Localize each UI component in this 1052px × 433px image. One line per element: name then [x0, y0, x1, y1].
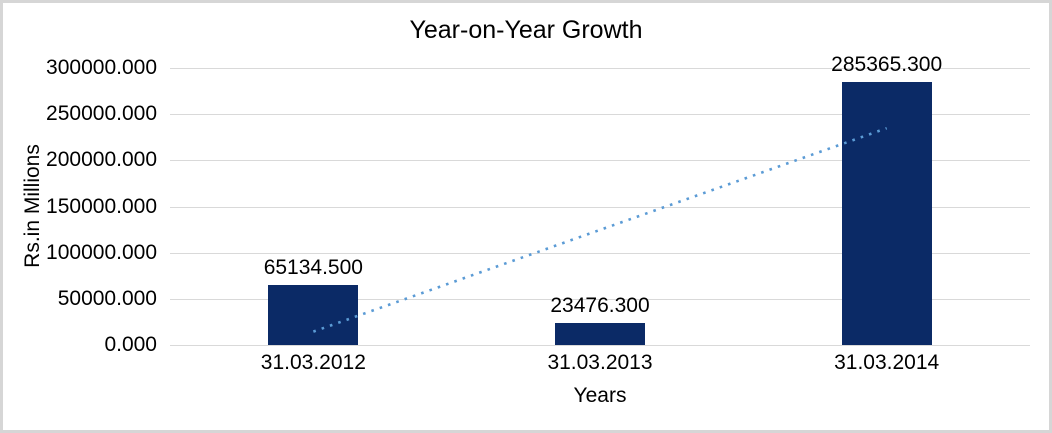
bar	[268, 284, 359, 345]
bar-value-label: 285365.300	[831, 52, 943, 76]
x-tick-label: 31.03.2013	[547, 351, 653, 374]
y-tick-label: 0.000	[104, 333, 157, 356]
y-tick-label: 300000.000	[46, 56, 157, 79]
bar-value-label: 23476.300	[550, 294, 650, 318]
y-tick-label: 100000.000	[46, 240, 157, 264]
x-axis-title: Years	[573, 384, 627, 407]
bar-value-label: 65134.500	[263, 255, 363, 279]
y-tick-label: 150000.000	[46, 194, 157, 218]
y-tick-label: 50000.000	[57, 286, 157, 310]
y-tick-label: 200000.000	[46, 148, 157, 172]
bar	[555, 323, 645, 345]
bar	[841, 81, 932, 345]
gridline	[170, 345, 1030, 346]
gridline	[170, 114, 1030, 116]
gridline	[170, 68, 1030, 69]
x-tick-label: 31.03.2012	[260, 351, 366, 374]
x-tick-label: 31.03.2014	[834, 351, 940, 374]
y-tick-label: 250000.000	[46, 102, 157, 126]
chart-title: Year-on-Year Growth	[409, 16, 643, 44]
